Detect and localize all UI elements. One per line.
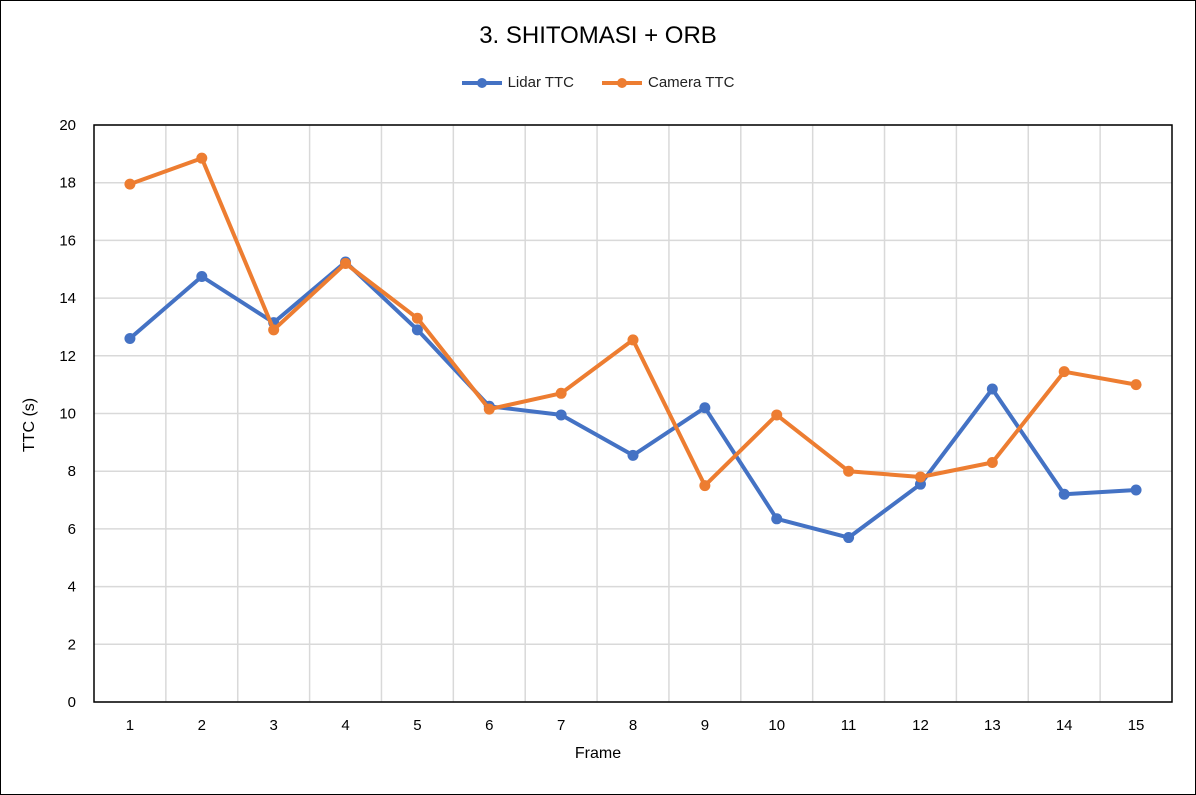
- y-tick-label: 8: [68, 463, 76, 480]
- data-point-camera-ttc: [196, 152, 208, 164]
- legend-swatch-lidar: [461, 77, 502, 88]
- y-tick-label: 10: [59, 406, 76, 423]
- x-tick-label: 10: [768, 717, 785, 734]
- x-tick-label: 12: [912, 717, 929, 734]
- x-tick-label: 15: [1128, 717, 1145, 734]
- data-point-lidar-ttc: [986, 383, 998, 395]
- legend-marker-camera: [617, 77, 627, 88]
- y-tick-label: 12: [59, 348, 76, 365]
- chart-legend: Lidar TTC Camera TTC: [0, 74, 1196, 91]
- y-tick-label: 2: [68, 636, 76, 653]
- data-point-lidar-ttc: [555, 409, 567, 421]
- data-point-camera-ttc: [124, 178, 136, 190]
- data-point-camera-ttc: [340, 257, 352, 269]
- y-tick-label: 6: [68, 521, 76, 538]
- y-tick-label: 18: [59, 175, 76, 192]
- data-point-camera-ttc: [627, 334, 639, 346]
- data-point-lidar-ttc: [1058, 488, 1070, 500]
- x-tick-label: 14: [1056, 717, 1073, 734]
- y-tick-label: 20: [59, 117, 76, 134]
- x-axis-label: Frame: [574, 745, 622, 762]
- data-point-camera-ttc: [771, 409, 783, 421]
- data-point-lidar-ttc: [124, 332, 136, 344]
- data-point-lidar-ttc: [843, 532, 855, 544]
- x-tick-label: 11: [841, 717, 857, 734]
- legend-swatch-camera: [602, 77, 642, 88]
- data-point-lidar-ttc: [1130, 484, 1142, 496]
- y-tick-label: 14: [59, 290, 76, 307]
- data-point-camera-ttc: [268, 324, 280, 336]
- y-tick-label: 4: [68, 579, 76, 596]
- data-point-camera-ttc: [1130, 379, 1142, 391]
- data-point-lidar-ttc: [699, 402, 711, 414]
- x-tick-label: 2: [198, 717, 206, 734]
- y-tick-label: 16: [59, 232, 76, 249]
- legend-label-camera: Camera TTC: [648, 74, 735, 91]
- data-point-camera-ttc: [555, 387, 567, 399]
- chart-title: 3. SHITOMASI + ORB: [479, 22, 717, 49]
- legend-label-lidar: Lidar TTC: [507, 74, 574, 91]
- x-tick-label: 3: [269, 717, 277, 734]
- data-point-camera-ttc: [986, 457, 998, 469]
- data-point-lidar-ttc: [411, 324, 423, 336]
- legend-item-camera: Camera TTC: [602, 74, 734, 91]
- x-tick-label: 1: [126, 717, 134, 734]
- x-tick-label: 6: [485, 717, 493, 734]
- data-point-camera-ttc: [1058, 366, 1070, 378]
- data-point-camera-ttc: [483, 403, 495, 415]
- legend-item-lidar: Lidar TTC: [461, 74, 574, 91]
- y-tick-label: 0: [68, 694, 76, 711]
- x-tick-label: 7: [557, 717, 565, 734]
- data-point-camera-ttc: [843, 465, 855, 477]
- data-point-lidar-ttc: [627, 449, 639, 461]
- x-tick-label: 8: [629, 717, 637, 734]
- y-axis-label: TTC (s): [21, 397, 38, 453]
- x-tick-label: 13: [984, 717, 1001, 734]
- legend-marker-lidar: [476, 77, 487, 88]
- x-tick-label: 5: [413, 717, 421, 734]
- data-point-camera-ttc: [699, 480, 711, 492]
- data-point-camera-ttc: [914, 471, 926, 483]
- data-point-camera-ttc: [411, 312, 423, 324]
- plot-area-border: [93, 124, 1173, 703]
- series-line-camera-ttc: [129, 156, 1137, 488]
- data-point-lidar-ttc: [196, 270, 208, 282]
- x-tick-label: 9: [701, 717, 709, 734]
- x-tick-label: 4: [341, 717, 349, 734]
- data-point-lidar-ttc: [771, 513, 783, 525]
- series-line-lidar-ttc: [128, 260, 1137, 540]
